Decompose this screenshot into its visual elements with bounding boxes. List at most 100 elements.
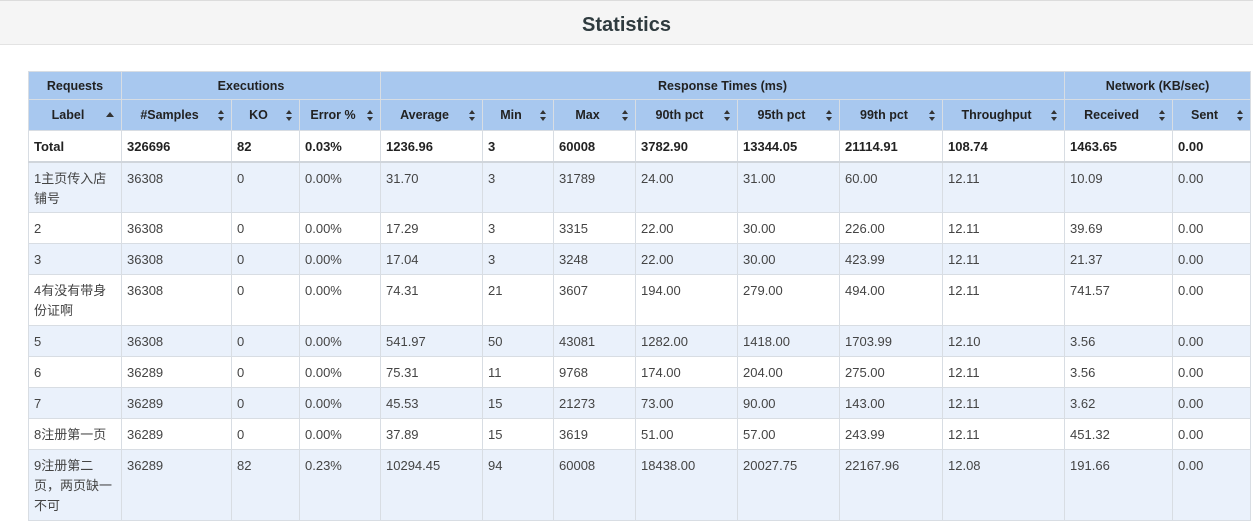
- cell-average: 10294.45: [380, 449, 483, 521]
- cell-error-pct: 0.00%: [299, 212, 381, 244]
- cell-90th-pct: 174.00: [635, 356, 738, 388]
- cell-error-pct: 0.00%: [299, 356, 381, 388]
- cell-max: 21273: [553, 387, 636, 419]
- group-header-requests: Requests: [28, 71, 122, 100]
- column-header-error-pct[interactable]: Error %: [299, 99, 381, 131]
- column-header-throughput[interactable]: Throughput: [941, 99, 1066, 131]
- cell-error-pct: 0.00%: [299, 418, 381, 450]
- cell-90th-pct: 51.00: [635, 418, 738, 450]
- cell-throughput: 12.11: [941, 418, 1066, 450]
- cell-95th-pct: 30.00: [737, 243, 840, 275]
- cell-received: 451.32: [1064, 418, 1174, 450]
- column-header-label[interactable]: Label: [28, 99, 122, 131]
- cell-received: 1463.65: [1064, 130, 1174, 163]
- cell-99th-pct: 423.99: [839, 243, 943, 275]
- column-header-95th-pct[interactable]: 95th pct: [737, 99, 840, 131]
- cell-90th-pct: 3782.90: [635, 130, 738, 163]
- cell-error-pct: 0.00%: [299, 387, 381, 419]
- cell-99th-pct: 494.00: [839, 274, 943, 326]
- cell-label: 5: [28, 325, 122, 357]
- cell-sent: 0.00: [1172, 212, 1252, 244]
- cell-sent: 0.00: [1172, 418, 1252, 450]
- cell-ko: 82: [231, 449, 300, 521]
- column-header-min[interactable]: Min: [482, 99, 554, 131]
- cell-average: 31.70: [380, 161, 483, 213]
- cell-received: 741.57: [1064, 274, 1174, 326]
- cell-max: 3248: [553, 243, 636, 275]
- cell-95th-pct: 90.00: [737, 387, 840, 419]
- cell-samples: 36289: [121, 387, 232, 419]
- cell-95th-pct: 57.00: [737, 418, 840, 450]
- group-header-network: Network (KB/sec): [1064, 71, 1252, 100]
- cell-ko: 0: [231, 243, 300, 275]
- cell-average: 541.97: [380, 325, 483, 357]
- sort-icon: [540, 110, 547, 121]
- group-header-response-times: Response Times (ms): [379, 71, 1066, 100]
- cell-min: 3: [482, 212, 554, 244]
- cell-sent: 0.00: [1172, 130, 1252, 163]
- column-header-samples[interactable]: #Samples: [121, 99, 232, 131]
- cell-received: 10.09: [1064, 161, 1174, 213]
- total-row: Total 326696 82 0.03% 1236.96 3 60008 37…: [28, 130, 1252, 163]
- table-row: 7 36289 0 0.00% 45.53 15 21273 73.00 90.…: [28, 387, 1252, 419]
- statistics-table: Requests Executions Response Times (ms) …: [28, 71, 1252, 521]
- cell-90th-pct: 194.00: [635, 274, 738, 326]
- cell-sent: 0.00: [1172, 387, 1252, 419]
- column-header-average[interactable]: Average: [380, 99, 483, 131]
- cell-min: 15: [482, 387, 554, 419]
- cell-min: 3: [482, 243, 554, 275]
- cell-ko: 0: [231, 274, 300, 326]
- cell-max: 60008: [553, 449, 636, 521]
- cell-max: 9768: [553, 356, 636, 388]
- table-row: 3 36308 0 0.00% 17.04 3 3248 22.00 30.00…: [28, 243, 1252, 275]
- column-header-row: Label #Samples KO Error % Average Min Ma…: [28, 99, 1252, 131]
- cell-samples: 36308: [121, 325, 232, 357]
- column-header-99th-pct[interactable]: 99th pct: [839, 99, 943, 131]
- column-header-max[interactable]: Max: [553, 99, 636, 131]
- cell-99th-pct: 243.99: [839, 418, 943, 450]
- sort-icon: [286, 110, 293, 121]
- cell-error-pct: 0.00%: [299, 325, 381, 357]
- cell-ko: 0: [231, 161, 300, 213]
- cell-label: Total: [28, 130, 122, 163]
- cell-min: 15: [482, 418, 554, 450]
- cell-sent: 0.00: [1172, 161, 1252, 213]
- cell-sent: 0.00: [1172, 356, 1252, 388]
- cell-ko: 82: [231, 130, 300, 163]
- table-row: 1主页传入店铺号 36308 0 0.00% 31.70 3 31789 24.…: [28, 161, 1252, 213]
- cell-throughput: 12.11: [941, 274, 1066, 326]
- cell-95th-pct: 204.00: [737, 356, 840, 388]
- sort-icon: [622, 110, 629, 121]
- cell-throughput: 12.11: [941, 356, 1066, 388]
- sort-icon: [724, 110, 731, 121]
- cell-average: 37.89: [380, 418, 483, 450]
- cell-max: 31789: [553, 161, 636, 213]
- cell-95th-pct: 20027.75: [737, 449, 840, 521]
- cell-error-pct: 0.00%: [299, 161, 381, 213]
- cell-label: 4有没有带身份证啊: [28, 274, 122, 326]
- cell-received: 3.56: [1064, 356, 1174, 388]
- cell-99th-pct: 22167.96: [839, 449, 943, 521]
- cell-throughput: 12.08: [941, 449, 1066, 521]
- panel-header: Statistics: [0, 0, 1253, 45]
- cell-error-pct: 0.03%: [299, 130, 381, 163]
- column-header-ko[interactable]: KO: [231, 99, 300, 131]
- cell-95th-pct: 31.00: [737, 161, 840, 213]
- sort-icon: [218, 110, 225, 121]
- cell-90th-pct: 73.00: [635, 387, 738, 419]
- column-header-received[interactable]: Received: [1064, 99, 1174, 131]
- sort-icon: [826, 110, 833, 121]
- table-row: 8注册第一页 36289 0 0.00% 37.89 15 3619 51.00…: [28, 418, 1252, 450]
- cell-label: 7: [28, 387, 122, 419]
- cell-90th-pct: 24.00: [635, 161, 738, 213]
- cell-sent: 0.00: [1172, 243, 1252, 275]
- cell-samples: 36308: [121, 161, 232, 213]
- column-header-sent[interactable]: Sent: [1172, 99, 1252, 131]
- column-header-90th-pct[interactable]: 90th pct: [635, 99, 738, 131]
- cell-samples: 36308: [121, 274, 232, 326]
- cell-average: 74.31: [380, 274, 483, 326]
- table-row: 2 36308 0 0.00% 17.29 3 3315 22.00 30.00…: [28, 212, 1252, 244]
- cell-samples: 36289: [121, 418, 232, 450]
- cell-90th-pct: 22.00: [635, 212, 738, 244]
- cell-ko: 0: [231, 356, 300, 388]
